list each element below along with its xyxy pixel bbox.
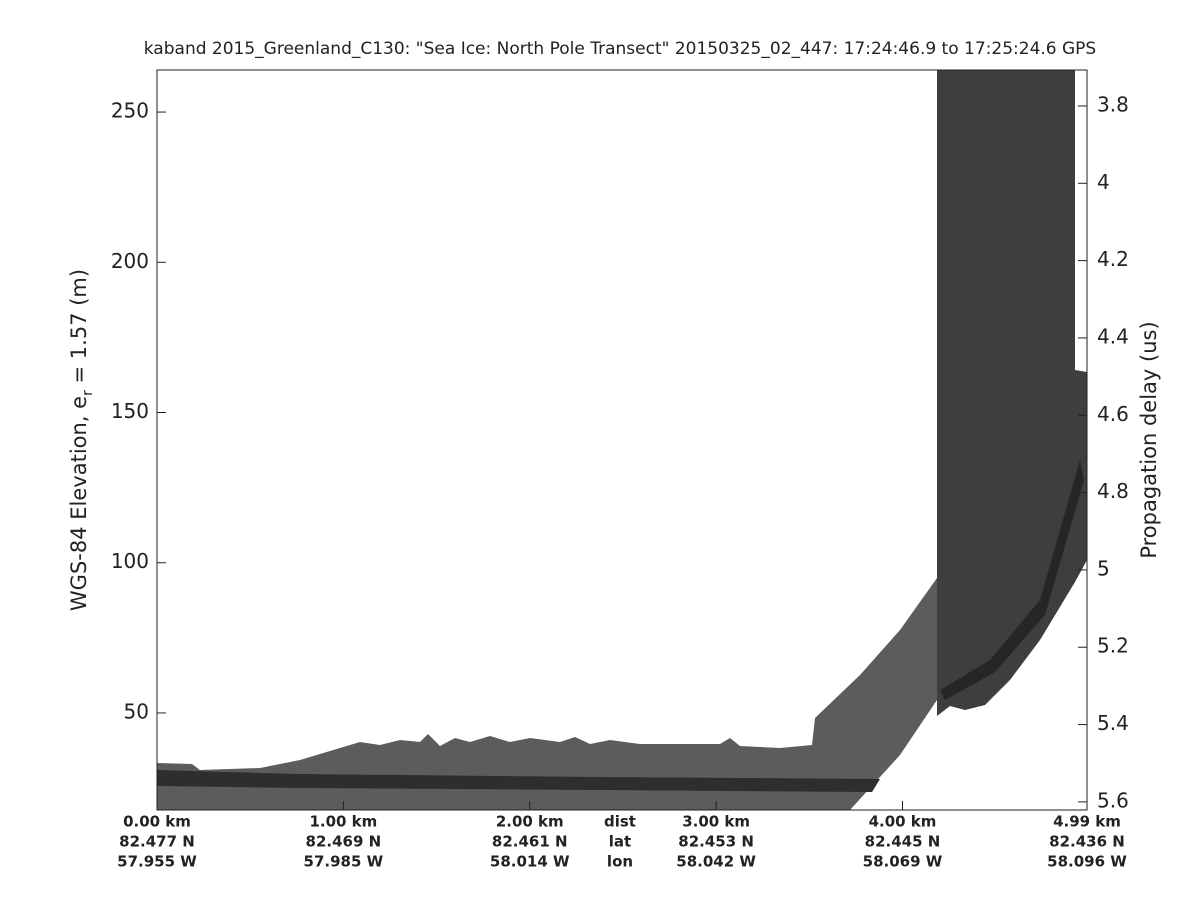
y-tick-label: 150: [111, 399, 149, 423]
y2-axis-label: Propagation delay (us): [1137, 321, 1161, 558]
echo-stripe: [940, 460, 1084, 700]
lat-label: 82.436 N: [1049, 833, 1125, 851]
chart-title: kaband 2015_Greenland_C130: "Sea Ice: No…: [144, 39, 1096, 59]
x-tick-label: 3.00 km: [682, 813, 750, 831]
echogram-image: [157, 70, 1087, 810]
y2-tick-label: 3.8: [1097, 92, 1129, 116]
echo-region: [157, 578, 937, 810]
echo-band: [157, 770, 880, 792]
lon-label: 58.014 W: [490, 853, 570, 871]
plot-frame: [156, 69, 1088, 811]
y-tick-label: 250: [111, 99, 149, 123]
lon-label: 58.096 W: [1047, 853, 1127, 871]
y2-tick-label: 5.2: [1097, 634, 1129, 658]
lat-label: 82.445 N: [865, 833, 941, 851]
lat-label: 82.453 N: [678, 833, 754, 851]
row-name: lon: [607, 853, 633, 871]
row-name: dist: [604, 813, 636, 831]
x-tick-label: 4.99 km: [1053, 813, 1121, 831]
y-axis-label: WGS-84 Elevation, er = 1.57 (m): [67, 269, 96, 611]
y2-tick-label: 4.2: [1097, 247, 1129, 271]
x-tick-label: 1.00 km: [309, 813, 377, 831]
echo-block: [937, 70, 1087, 716]
y-tick-label: 200: [111, 249, 149, 273]
y2-tick-label: 5.4: [1097, 711, 1129, 735]
lon-label: 57.955 W: [117, 853, 197, 871]
y-tick-label: 100: [111, 549, 149, 573]
lat-label: 82.469 N: [306, 833, 382, 851]
lon-label: 58.042 W: [676, 853, 756, 871]
x-tick-label: 0.00 km: [123, 813, 191, 831]
y-tick-label: 50: [124, 699, 149, 723]
y-label-text: = 1.57 (m): [67, 269, 91, 390]
y-label-subscript: r: [80, 390, 96, 396]
y2-tick-label: 4.4: [1097, 324, 1129, 348]
y2-tick-label: 4: [1097, 170, 1110, 194]
y2-tick-label: 5: [1097, 556, 1110, 580]
lat-label: 82.461 N: [492, 833, 568, 851]
lon-label: 58.069 W: [863, 853, 943, 871]
x-tick-label: 2.00 km: [496, 813, 564, 831]
lat-label: 82.477 N: [119, 833, 195, 851]
y2-tick-label: 4.6: [1097, 402, 1129, 426]
y2-tick-label: 5.6: [1097, 788, 1129, 812]
lon-label: 57.985 W: [304, 853, 384, 871]
y2-tick-label: 4.8: [1097, 479, 1129, 503]
y-label-text: WGS-84 Elevation, e: [67, 396, 91, 611]
row-name: lat: [609, 833, 631, 851]
x-tick-label: 4.00 km: [869, 813, 937, 831]
